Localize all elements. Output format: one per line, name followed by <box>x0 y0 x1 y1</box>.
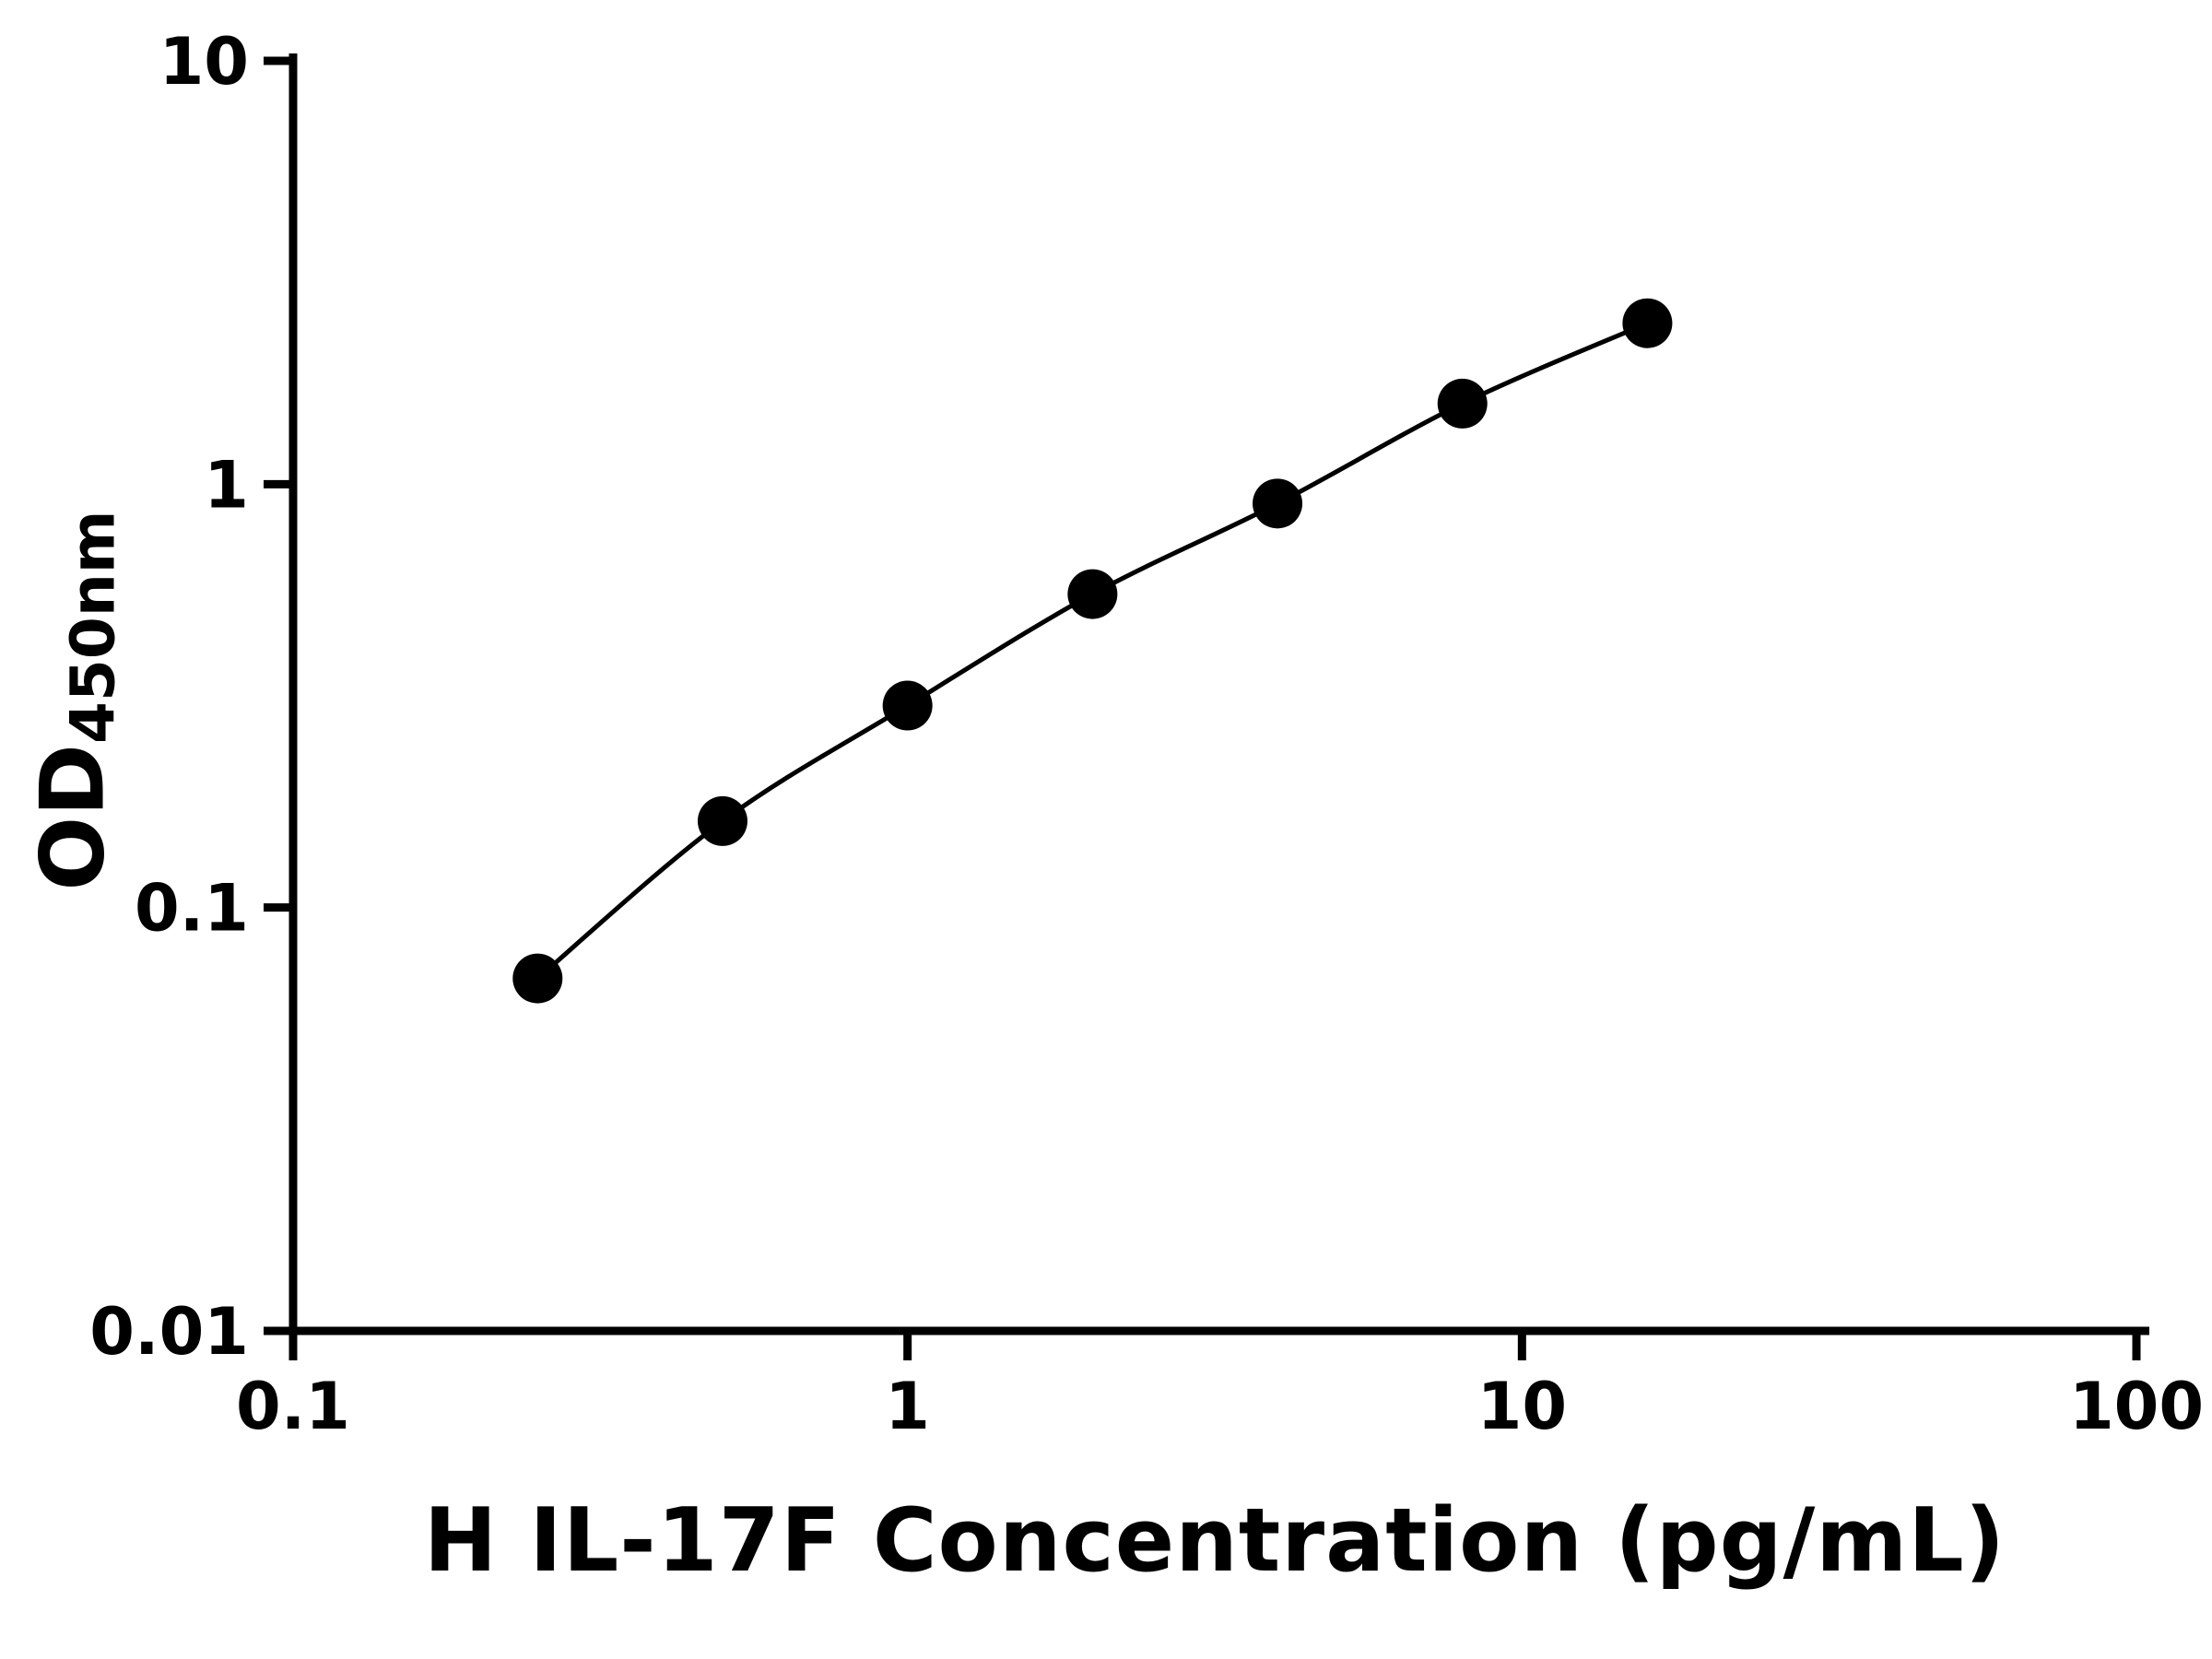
y-tick-label: 10 <box>159 24 249 100</box>
data-point <box>697 795 747 846</box>
data-point <box>512 953 563 1004</box>
y-axis-label-main: OD <box>22 743 124 891</box>
x-tick-label: 0.1 <box>236 1369 350 1444</box>
x-tick-label: 10 <box>1477 1369 1567 1444</box>
y-axis-label: OD450nm <box>23 510 129 890</box>
data-line <box>535 321 1649 981</box>
y-tick-label: 1 <box>204 447 249 523</box>
x-tick-label: 1 <box>885 1369 930 1444</box>
data-point <box>882 680 933 731</box>
y-axis-label-subscript: 450nm <box>57 510 129 744</box>
y-tick-label: 0.1 <box>135 871 249 947</box>
data-point <box>1437 378 1488 429</box>
x-tick-label: 100 <box>2069 1369 2204 1444</box>
x-axis-label: H IL-17F Concentration (pg/mL) <box>423 1490 2006 1592</box>
y-tick-label: 0.01 <box>89 1294 249 1370</box>
data-point <box>1253 478 1303 529</box>
data-point <box>1067 569 1118 619</box>
data-point <box>1622 298 1673 348</box>
